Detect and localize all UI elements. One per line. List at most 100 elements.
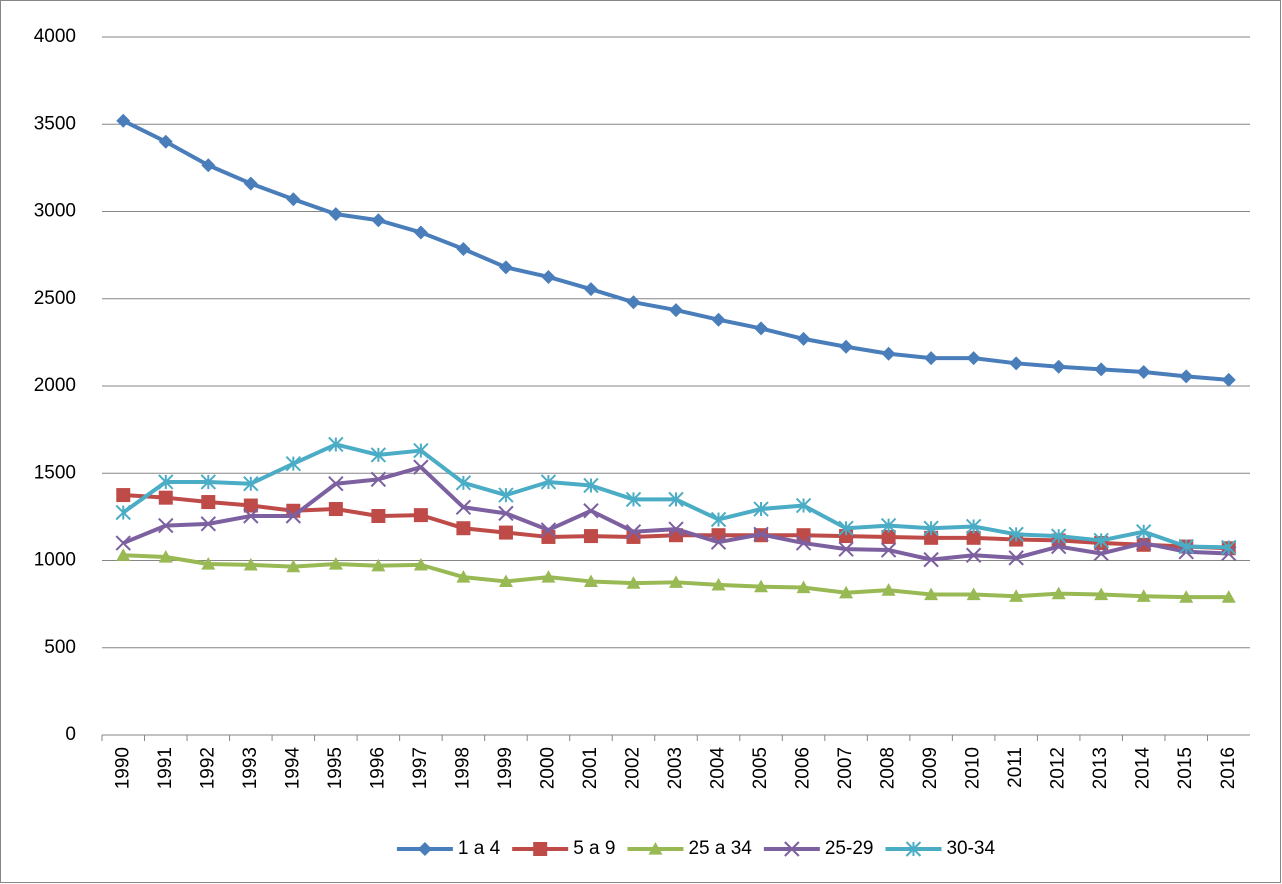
marker [201, 556, 216, 570]
marker [838, 541, 854, 557]
x-tick-label: 2016 [1218, 747, 1239, 789]
marker [540, 522, 557, 538]
marker [795, 535, 812, 551]
y-tick-label: 1500 [34, 462, 76, 483]
x-tick-label: 1998 [452, 747, 473, 789]
marker [1093, 545, 1109, 562]
marker [1008, 526, 1024, 543]
marker [498, 260, 513, 275]
marker [413, 557, 428, 571]
marker [371, 213, 386, 228]
marker [1093, 532, 1109, 549]
y-tick-label: 3500 [34, 113, 76, 134]
marker [328, 436, 344, 453]
x-tick-label: 2005 [750, 747, 771, 789]
marker [200, 474, 217, 490]
marker [753, 526, 769, 543]
marker [1136, 589, 1151, 602]
marker [1179, 590, 1194, 603]
marker [881, 529, 896, 544]
marker [711, 577, 726, 591]
y-tick-label: 0 [65, 724, 76, 745]
marker [115, 504, 131, 521]
marker [1179, 369, 1194, 384]
marker [285, 455, 302, 472]
marker [924, 351, 939, 366]
marker [243, 508, 259, 524]
marker [966, 530, 981, 545]
x-tick-label: 2004 [708, 747, 729, 790]
marker [923, 551, 939, 568]
y-tick-label: 2500 [34, 288, 76, 309]
x-tick-label: 2011 [1005, 747, 1026, 788]
legend-label: 1 a 4 [458, 838, 501, 859]
marker [754, 579, 769, 593]
x-tick-label: 2010 [963, 747, 984, 789]
marker [880, 517, 897, 534]
x-tick-label: 2009 [920, 747, 941, 789]
x-tick-label: 1995 [325, 747, 346, 789]
marker [158, 517, 174, 534]
x-tick-label: 1997 [410, 747, 431, 789]
marker [583, 503, 599, 519]
legend-label: 25 a 34 [688, 838, 752, 859]
y-tick-label: 1000 [34, 550, 76, 571]
marker [668, 521, 684, 537]
marker [839, 339, 854, 354]
x-tick-label: 2003 [665, 747, 686, 789]
marker [115, 535, 131, 551]
marker [754, 321, 769, 336]
marker [1008, 550, 1024, 566]
marker [1135, 535, 1152, 551]
x-tick-label: 2015 [1175, 747, 1196, 789]
marker [413, 459, 429, 475]
marker [286, 559, 301, 573]
marker [286, 192, 301, 207]
x-tick-label: 2000 [537, 747, 558, 789]
marker [711, 312, 726, 327]
marker [456, 521, 471, 536]
marker [201, 158, 216, 173]
marker [1178, 538, 1194, 555]
x-tick-label: 1991 [155, 747, 176, 789]
marker [455, 499, 472, 515]
marker [669, 575, 683, 588]
marker [1051, 586, 1066, 600]
marker [838, 520, 854, 536]
x-tick-label: 1996 [367, 747, 388, 789]
marker [626, 576, 641, 589]
marker [328, 476, 344, 492]
marker [285, 508, 302, 524]
marker [413, 508, 428, 523]
x-tick-label: 1994 [282, 747, 303, 790]
marker [924, 530, 939, 545]
marker [1009, 356, 1024, 371]
marker [710, 511, 727, 528]
y-tick-label: 4000 [34, 26, 76, 47]
marker [839, 585, 854, 599]
marker [1221, 590, 1236, 603]
marker [158, 490, 173, 505]
marker [370, 471, 387, 488]
marker [1050, 528, 1067, 544]
marker [201, 495, 216, 510]
marker [1094, 362, 1109, 377]
marker [668, 491, 684, 508]
marker [541, 529, 556, 544]
marker [541, 570, 556, 583]
marker [158, 550, 173, 563]
marker [710, 534, 727, 550]
x-tick-label: 2014 [1133, 747, 1154, 790]
legend-label: 25-29 [825, 838, 874, 859]
x-tick-label: 2002 [622, 747, 643, 789]
legend-label: 30-34 [946, 838, 995, 859]
marker [371, 558, 386, 572]
marker [626, 295, 641, 310]
marker [533, 842, 548, 856]
marker [116, 113, 131, 128]
marker [965, 547, 982, 563]
marker [498, 574, 513, 588]
marker [583, 477, 599, 494]
marker [243, 557, 258, 571]
x-tick-label: 1990 [112, 747, 133, 789]
